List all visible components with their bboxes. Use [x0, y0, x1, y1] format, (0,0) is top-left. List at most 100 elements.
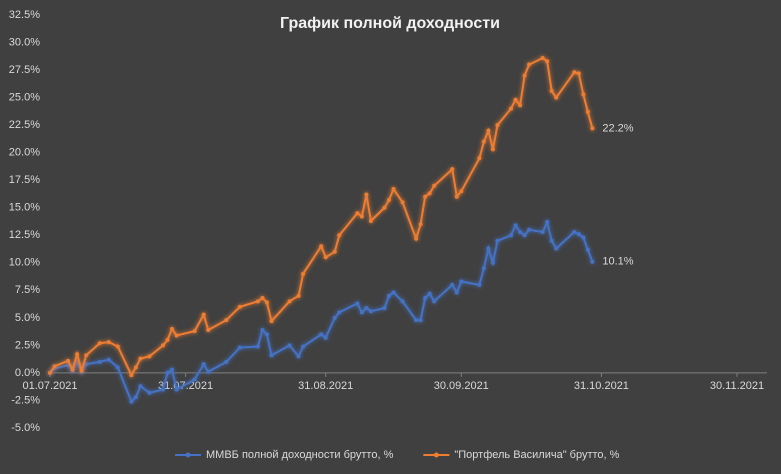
- point: [527, 62, 532, 67]
- y-tick-label: 27.5%: [9, 64, 40, 76]
- point: [165, 337, 170, 342]
- point: [138, 356, 143, 361]
- point: [323, 335, 328, 340]
- y-tick-label: 22.5%: [9, 119, 40, 131]
- point: [355, 301, 360, 306]
- point: [337, 310, 342, 315]
- point: [160, 343, 165, 348]
- y-tick-label: 12.5%: [9, 229, 40, 241]
- point: [192, 329, 197, 334]
- x-tick-label: 31.10.2021: [574, 380, 629, 392]
- point: [414, 318, 419, 323]
- point: [260, 296, 265, 301]
- legend-label: ММВБ полной доходности брутто, %: [206, 449, 394, 461]
- point: [382, 205, 387, 210]
- y-tick-label: 2.5%: [15, 339, 40, 351]
- y-tick-label: -2.5%: [11, 394, 40, 406]
- point: [287, 343, 292, 348]
- data-label: 22.2%: [602, 122, 633, 134]
- point: [481, 266, 486, 271]
- point: [170, 367, 175, 372]
- point: [332, 249, 337, 254]
- point: [359, 214, 364, 219]
- y-tick-label: 7.5%: [15, 284, 40, 296]
- point: [518, 103, 523, 108]
- point: [495, 123, 500, 128]
- y-tick-label: -5.0%: [11, 422, 40, 434]
- point: [477, 282, 482, 287]
- point: [160, 387, 165, 392]
- point: [52, 364, 57, 369]
- point: [201, 312, 206, 317]
- y-tick-label: 10.0%: [9, 257, 40, 269]
- point: [255, 299, 260, 304]
- chart-title: График полной доходности: [280, 15, 500, 32]
- legend-label: "Портфель Василича" брутто, %: [454, 449, 619, 461]
- point: [454, 194, 459, 199]
- point: [585, 247, 590, 252]
- point: [427, 191, 432, 196]
- point: [418, 222, 423, 227]
- point: [337, 233, 342, 238]
- point: [79, 368, 84, 373]
- point: [296, 354, 301, 359]
- point: [391, 187, 396, 192]
- point: [269, 319, 274, 324]
- point: [364, 305, 369, 310]
- point: [332, 315, 337, 320]
- point: [138, 384, 143, 389]
- point: [206, 369, 211, 374]
- point: [255, 344, 260, 349]
- point: [106, 340, 111, 345]
- point: [477, 156, 482, 161]
- point: [264, 300, 269, 305]
- point: [84, 362, 89, 367]
- x-tick-label: 31.07.2021: [158, 380, 213, 392]
- point: [97, 341, 102, 346]
- point: [391, 290, 396, 295]
- point: [572, 70, 577, 75]
- x-tick-label: 30.11.2021: [710, 380, 764, 392]
- point: [509, 106, 514, 111]
- point: [459, 189, 464, 194]
- x-tick-label: 31.08.2021: [298, 380, 353, 392]
- point: [549, 238, 554, 243]
- point: [576, 232, 581, 237]
- point: [48, 370, 52, 375]
- point: [323, 255, 328, 260]
- point: [237, 345, 242, 350]
- point: [509, 233, 514, 238]
- point: [224, 318, 229, 323]
- y-tick-label: 5.0%: [15, 312, 40, 324]
- point: [432, 299, 437, 304]
- x-tick-label: 30.09.2021: [434, 380, 489, 392]
- point: [518, 229, 523, 234]
- point: [382, 305, 387, 310]
- point: [490, 147, 495, 152]
- x-tick-label: 01.07.2021: [22, 380, 77, 392]
- point: [386, 293, 391, 298]
- point: [364, 192, 369, 197]
- point: [206, 327, 211, 332]
- point: [418, 318, 423, 323]
- point: [513, 223, 518, 228]
- point: [106, 357, 111, 362]
- point: [590, 126, 595, 131]
- point: [359, 310, 364, 315]
- point: [301, 271, 306, 276]
- point: [368, 218, 373, 223]
- point: [554, 95, 559, 100]
- point: [400, 299, 405, 304]
- y-tick-label: 32.5%: [9, 9, 40, 21]
- series: [48, 55, 595, 378]
- point: [450, 282, 455, 287]
- point: [554, 246, 559, 251]
- point: [572, 229, 577, 234]
- point: [319, 332, 324, 337]
- point: [165, 370, 170, 375]
- point: [97, 359, 102, 364]
- point: [490, 260, 495, 265]
- point: [66, 358, 71, 363]
